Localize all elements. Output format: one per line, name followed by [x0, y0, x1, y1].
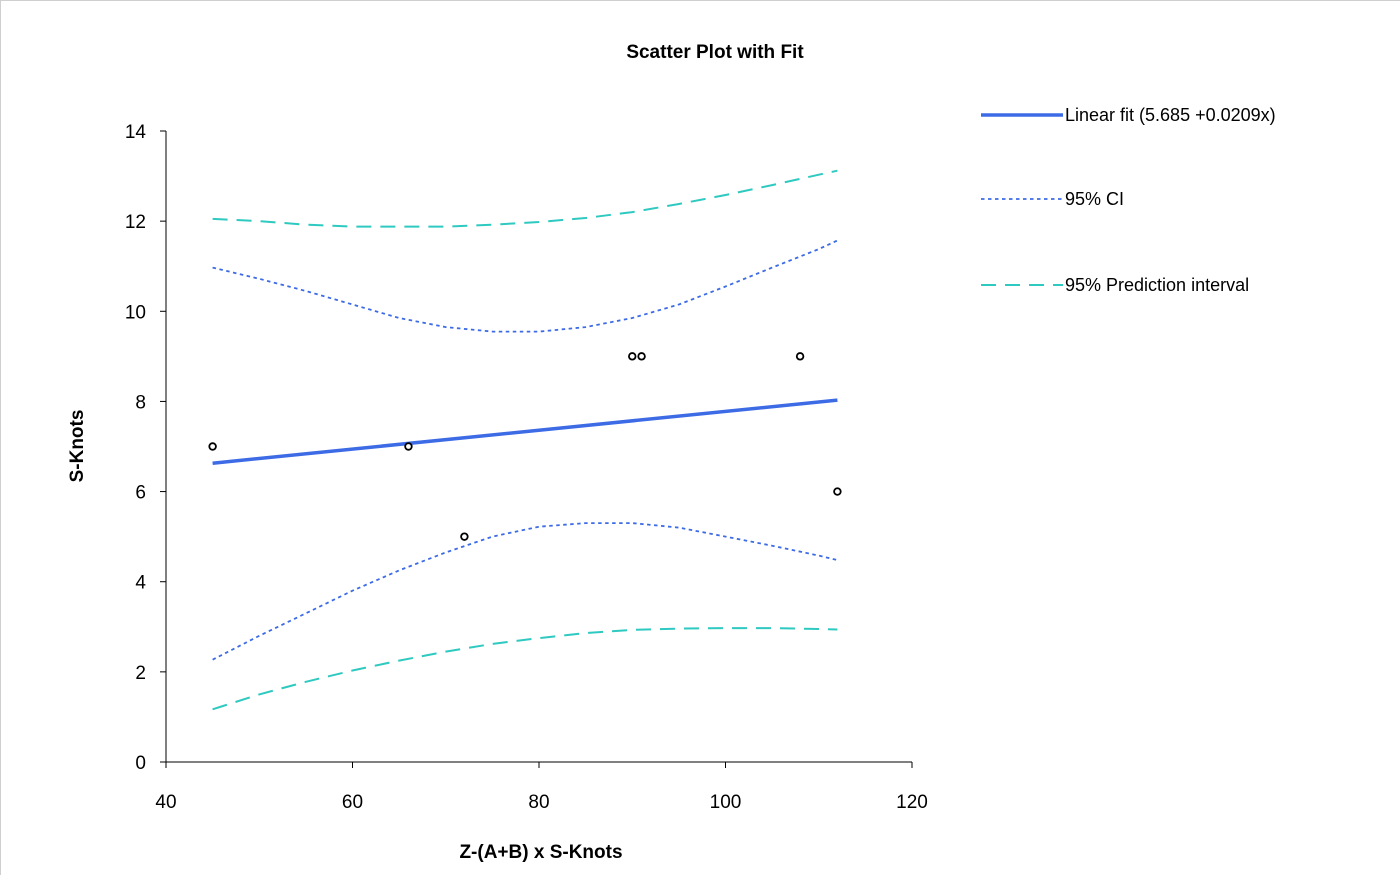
legend-label: 95% CI — [1065, 189, 1124, 209]
y-tick-label: 4 — [135, 573, 146, 594]
x-tick-label: 40 — [155, 792, 176, 813]
legend-label: Linear fit (5.685 +0.0209x) — [1065, 105, 1276, 125]
y-tick-label: 12 — [125, 212, 146, 233]
data-point — [795, 352, 805, 361]
x-tick-label: 60 — [342, 792, 363, 813]
ci-band-lower — [212, 522, 838, 661]
axes: 0 2 4 6 8 10 12 14 40 60 80 100 120 — [125, 122, 928, 813]
data-point — [628, 352, 637, 361]
fit-line — [212, 398, 838, 465]
x-tick-label: 80 — [528, 792, 549, 813]
x-axis-title: Z-(A+B) x S-Knots — [459, 842, 622, 863]
legend: Linear fit (5.685 +0.0209x) 95% CI 95% Pre… — [981, 105, 1276, 295]
y-tick-label: 6 — [135, 483, 146, 504]
y-tick-label: 8 — [135, 392, 146, 413]
ci-band-upper — [212, 239, 838, 333]
y-axis-title: S-Knots — [67, 410, 88, 483]
y-tick-label: 10 — [125, 302, 146, 323]
legend-label: 95% Prediction interval — [1065, 275, 1249, 295]
prediction-band-lower — [212, 627, 838, 711]
series-layer — [212, 169, 838, 711]
x-tick-label: 120 — [896, 792, 928, 813]
y-tick-label: 2 — [135, 663, 146, 684]
data-point — [208, 442, 217, 451]
data-point — [404, 442, 413, 451]
data-point — [833, 487, 842, 496]
data-point — [460, 532, 469, 541]
y-tick-label: 14 — [125, 122, 147, 143]
data-points — [208, 352, 842, 541]
data-point — [637, 352, 646, 361]
x-tick-label: 100 — [710, 792, 742, 813]
prediction-band-upper — [212, 169, 838, 228]
chart-title: Scatter Plot with Fit — [626, 42, 804, 63]
y-tick-label: 0 — [135, 753, 146, 774]
